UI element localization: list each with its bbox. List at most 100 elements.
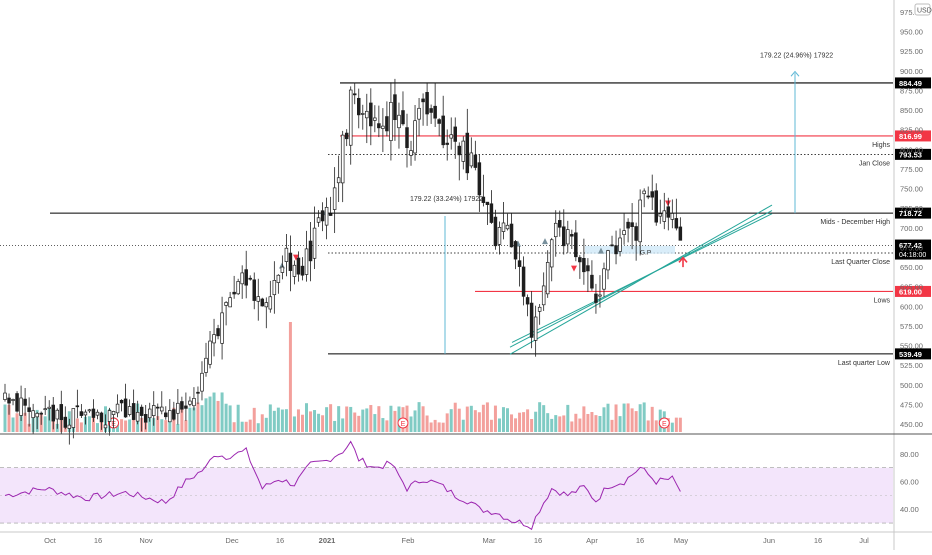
volume-bar <box>156 416 160 432</box>
volume-bar <box>124 420 128 432</box>
candle <box>160 391 164 415</box>
candle-body <box>176 402 180 414</box>
candle <box>481 174 486 207</box>
candle <box>493 209 498 250</box>
drawings[interactable]: G.P 179.22 (33.24%) 17922 179.22 (24.96%) … <box>279 52 833 355</box>
candle-body <box>39 412 43 415</box>
volume-bar <box>176 423 180 432</box>
volume-bar <box>614 404 618 432</box>
volume-bar <box>381 418 385 432</box>
time-tick-label: 16 <box>276 536 284 545</box>
time-tick-label: Oct <box>44 536 57 545</box>
price-tick-label: 975.00 <box>900 8 923 17</box>
volume-bar <box>268 404 272 432</box>
time-axis[interactable]: Oct 16 Nov Dec 16 2021 Feb Mar 16 Apr 16 May Jun 16 Ju… <box>0 531 932 545</box>
earnings-marker: E <box>397 417 409 429</box>
volume-bar <box>317 413 321 432</box>
candle <box>614 230 618 265</box>
candle <box>184 392 188 421</box>
candle <box>582 238 586 285</box>
volume-bar <box>296 409 300 432</box>
candle <box>284 233 289 277</box>
rsi-pane <box>0 440 893 531</box>
candle <box>39 411 43 425</box>
candle <box>228 291 232 308</box>
candle <box>216 324 220 340</box>
candle <box>409 140 413 166</box>
time-tick-label: 2021 <box>319 536 336 545</box>
price-tick-label: 550.00 <box>900 342 923 351</box>
candle-body <box>119 399 124 404</box>
candle-body <box>433 105 437 119</box>
volume-bar <box>216 400 220 432</box>
volume-bar <box>313 410 317 432</box>
candle-body <box>501 222 506 232</box>
candle-body <box>43 408 47 411</box>
gap-label: G.P <box>640 250 651 257</box>
time-tick-label: 16 <box>636 536 644 545</box>
candle <box>417 98 421 137</box>
volume-bar <box>501 407 505 432</box>
level-price-label: 539.49 <box>899 350 922 359</box>
candle <box>529 291 534 349</box>
candle <box>421 93 425 126</box>
volume-bar <box>232 422 236 432</box>
candle <box>292 260 297 285</box>
candle-body <box>509 223 514 248</box>
candle <box>521 256 526 306</box>
volume-bar <box>11 417 15 432</box>
volume-bar <box>204 398 208 432</box>
candle-body <box>31 410 35 418</box>
candle-body <box>485 201 490 205</box>
candle-body <box>622 230 626 235</box>
candle-body <box>280 266 285 273</box>
candle-body <box>300 265 305 276</box>
candle-body <box>441 115 445 146</box>
candle-body <box>139 406 144 416</box>
volume-bar <box>582 406 586 432</box>
volume-bar <box>646 420 650 432</box>
level-793.53: Jan Close 793.53 <box>328 148 931 167</box>
candle <box>654 183 658 226</box>
candle <box>525 294 530 317</box>
candle-body <box>525 297 530 305</box>
candle-body <box>288 252 293 271</box>
candle-body <box>276 274 281 283</box>
candle-body <box>670 213 675 220</box>
candle <box>164 406 168 420</box>
volume-bar <box>349 406 353 432</box>
candle-body <box>461 140 466 162</box>
price-tick-label: 950.00 <box>900 27 923 36</box>
candle <box>156 403 160 420</box>
level-718.72: Mids - December High 718.72 <box>50 207 931 226</box>
time-tick-label: Dec <box>225 536 239 545</box>
volume-bar <box>590 412 594 432</box>
candle-body <box>47 406 51 409</box>
candle <box>220 296 224 360</box>
candle-body <box>200 372 204 392</box>
rsi-tick-label: 40.00 <box>900 505 919 514</box>
candle-body <box>107 410 112 422</box>
candle-body <box>574 232 578 258</box>
candle-body <box>192 397 196 407</box>
candle-body <box>658 213 663 217</box>
volume-bar <box>465 406 469 432</box>
price-tick-label: 825.00 <box>900 126 923 135</box>
signal-up-icon <box>598 247 604 254</box>
candle <box>602 262 606 297</box>
candle <box>147 402 152 422</box>
candle-body <box>99 412 104 423</box>
volume-bar <box>449 409 453 432</box>
horizontal-levels[interactable]: 884.49 Highs 816.99 Jan Close 793.53 Mids - D… <box>0 77 931 367</box>
candle-body <box>473 154 478 168</box>
volume-bar <box>678 417 682 432</box>
currency-label: USD <box>917 8 932 15</box>
price-tick-label: 675.00 <box>900 243 923 252</box>
candle <box>79 404 84 418</box>
price-tick-label: 600.00 <box>900 302 923 311</box>
volume-bar <box>445 413 449 432</box>
candle <box>566 220 570 253</box>
